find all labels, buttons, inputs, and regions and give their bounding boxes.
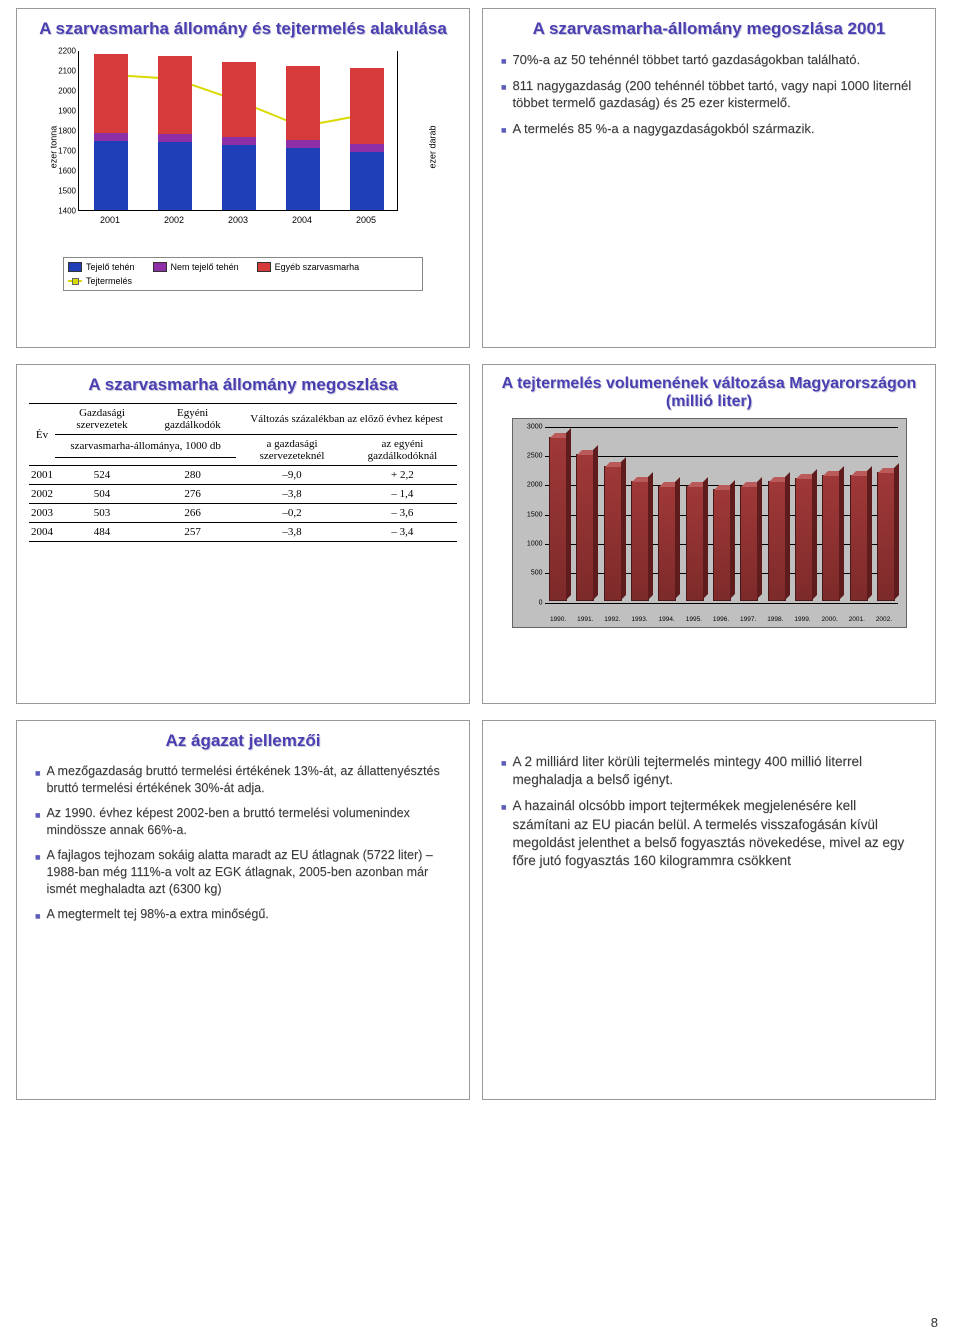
combo-bar xyxy=(158,56,192,210)
table-row: 2004484257–3,8– 3,4 xyxy=(29,523,457,542)
combo-bar xyxy=(350,68,384,210)
bar-yticks: 050010001500200025003000 xyxy=(515,427,543,601)
bar3d xyxy=(877,472,895,601)
slide-3: A szarvasmarha állomány megoszlása ÉvGaz… xyxy=(16,364,470,704)
bullet-item: A megtermelt tej 98%-a extra minőségű. xyxy=(35,906,451,923)
combo-right-ticks: 0100200300400500600700800 xyxy=(418,47,448,247)
slide-4: A tejtermelés volumenének változása Magy… xyxy=(482,364,936,704)
combo-bar xyxy=(286,66,320,210)
page-number: 8 xyxy=(931,1315,938,1330)
table-row: 2001524280–9,0+ 2,2 xyxy=(29,466,457,485)
bar3d xyxy=(713,489,731,600)
bar-chart: 050010001500200025003000 1990.1991.1992.… xyxy=(512,418,907,628)
bullet-item: A hazainál olcsóbb import tejtermékek me… xyxy=(501,797,917,870)
bullet-item: 811 nagygazdaság (200 tehénnél többet ta… xyxy=(501,77,917,112)
slide2-title: A szarvasmarha-állomány megoszlása 2001 xyxy=(495,19,923,39)
combo-legend: Tejelő tehén Nem tejelő tehén Egyéb szarva… xyxy=(63,257,423,291)
combo-bar xyxy=(94,54,128,210)
bar3d xyxy=(631,481,649,601)
slide-6: A 2 milliárd liter körüli tejtermelés mi… xyxy=(482,720,936,1100)
combo-bar xyxy=(222,62,256,210)
bar3d xyxy=(549,437,567,601)
slide-5: Az ágazat jellemzői A mezőgazdaság brutt… xyxy=(16,720,470,1100)
combo-left-ticks: 140015001600170018001900200021002200 xyxy=(38,47,76,247)
bar3d xyxy=(740,486,758,600)
bar-xlabels: 1990.1991.1992.1993.1994.1995.1996.1997.… xyxy=(545,616,898,623)
combo-xlabels: 20012002200320042005 xyxy=(78,215,398,225)
slide3-title: A szarvasmarha állomány megoszlása xyxy=(29,375,457,395)
legend-item: Tejtermelés xyxy=(68,276,132,286)
slide-1: A szarvasmarha állomány és tejtermelés a… xyxy=(16,8,470,348)
bullet-item: A mezőgazdaság bruttó termelési értékéne… xyxy=(35,763,451,797)
bullet-item: 70%-a az 50 tehénnél többet tartó gazdas… xyxy=(501,51,917,69)
bar3d xyxy=(822,475,840,601)
bar3d xyxy=(658,486,676,600)
combo-chart: ezer tonna ezer darab 140015001600170018… xyxy=(38,47,448,247)
slide5-bullets: A mezőgazdaság bruttó termelési értékéne… xyxy=(29,759,457,922)
bar3d xyxy=(768,481,786,601)
slide5-title: Az ágazat jellemzői xyxy=(29,731,457,751)
table-row: 2002504276–3,8– 1,4 xyxy=(29,485,457,504)
legend-item: Egyéb szarvasmarha xyxy=(257,262,360,272)
combo-plot xyxy=(78,51,398,211)
legend-item: Tejelő tehén xyxy=(68,262,135,272)
bullet-item: A termelés 85 %-a a nagygazdaságokból sz… xyxy=(501,120,917,138)
legend-item: Nem tejelő tehén xyxy=(153,262,239,272)
bullet-item: Az 1990. évhez képest 2002-ben a bruttó … xyxy=(35,805,451,839)
slide6-bullets: A 2 milliárd liter körüli tejtermelés mi… xyxy=(495,731,923,870)
slide2-bullets: 70%-a az 50 tehénnél többet tartó gazdas… xyxy=(495,47,923,137)
bar-area xyxy=(545,427,898,601)
bar3d xyxy=(795,478,813,601)
bullet-item: A 2 milliárd liter körüli tejtermelés mi… xyxy=(501,753,917,789)
bar3d xyxy=(576,454,594,601)
data-table: ÉvGazdasági szervezetekEgyéni gazdálkodó… xyxy=(29,403,457,542)
row-2: A szarvasmarha állomány megoszlása ÉvGaz… xyxy=(0,356,960,712)
slide1-title: A szarvasmarha állomány és tejtermelés a… xyxy=(29,19,457,39)
bullet-item: A fajlagos tejhozam sokáig alatta maradt… xyxy=(35,847,451,898)
slide4-title: A tejtermelés volumenének változása Magy… xyxy=(495,375,923,412)
bar3d xyxy=(686,486,704,600)
table-row: 2003503266–0,2– 3,6 xyxy=(29,504,457,523)
row-1: A szarvasmarha állomány és tejtermelés a… xyxy=(0,0,960,356)
slide-2: A szarvasmarha-állomány megoszlása 2001 … xyxy=(482,8,936,348)
bar3d xyxy=(604,466,622,601)
row-3: Az ágazat jellemzői A mezőgazdaság brutt… xyxy=(0,712,960,1108)
bar3d xyxy=(850,475,868,601)
